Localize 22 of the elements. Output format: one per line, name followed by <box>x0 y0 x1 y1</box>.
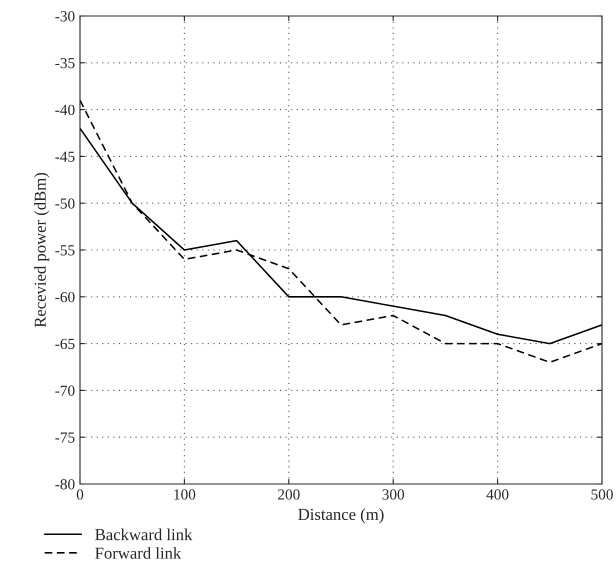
x-tick-label: 500 <box>591 489 613 500</box>
y-tick-label: -65 <box>55 338 75 350</box>
y-tick-label: -45 <box>55 152 75 162</box>
y-axis-title: Recevied power (dBm) <box>34 172 50 328</box>
y-tick-label: -70 <box>55 386 75 396</box>
y-tick-label: -75 <box>55 432 75 443</box>
legend-label: Backward link <box>95 528 192 540</box>
y-tick-label: -50 <box>55 198 75 209</box>
x-tick-label: 200 <box>278 489 300 500</box>
y-tick-label: -60 <box>55 292 75 302</box>
x-tick-label: 0 <box>76 489 84 500</box>
y-tick-label: -55 <box>55 245 75 256</box>
x-tick-label: 300 <box>382 489 404 500</box>
line-series <box>80 99 602 364</box>
y-tick-label: -80 <box>55 479 75 490</box>
y-tick-label: -40 <box>55 104 75 116</box>
x-tick-label: 400 <box>486 489 508 500</box>
legend-label: Forward link <box>95 547 182 559</box>
x-axis-title: Distance (m) <box>298 508 384 524</box>
y-tick-label: -30 <box>55 11 75 22</box>
x-tick-label: 100 <box>174 489 196 500</box>
y-tick-label: -35 <box>55 58 75 68</box>
